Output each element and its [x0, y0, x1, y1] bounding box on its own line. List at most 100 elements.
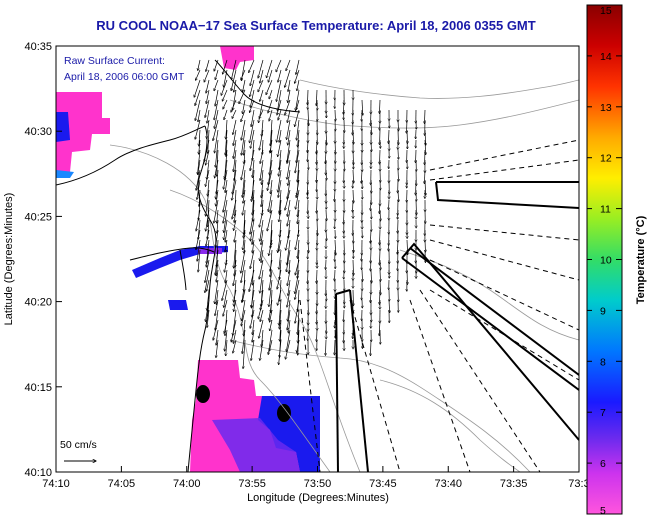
current-vector	[296, 119, 300, 140]
current-vector	[197, 239, 201, 261]
current-vector	[297, 199, 300, 217]
current-vector	[243, 189, 246, 203]
current-vector	[287, 199, 291, 216]
current-vector	[225, 229, 228, 242]
current-vector	[250, 219, 255, 241]
current-vector	[223, 299, 228, 316]
current-vector	[241, 249, 246, 273]
current-vector	[233, 269, 237, 286]
current-vector	[223, 99, 228, 109]
current-vector	[362, 99, 363, 115]
current-vector	[243, 229, 246, 250]
current-vector	[285, 189, 291, 210]
current-vector	[287, 309, 291, 330]
current-vector	[287, 209, 291, 226]
current-vector	[195, 89, 201, 106]
current-vector	[379, 289, 380, 304]
current-vector	[198, 59, 201, 70]
current-vector	[250, 309, 255, 328]
current-vector	[398, 119, 399, 131]
current-vector	[326, 209, 327, 221]
map-panel: Raw Surface Current: April 18, 2006 06:0…	[56, 46, 579, 472]
current-vector	[226, 249, 227, 265]
current-vector	[269, 269, 273, 290]
current-vector	[370, 229, 371, 243]
current-vector	[286, 59, 291, 71]
current-vector	[215, 159, 219, 178]
current-vector	[250, 89, 255, 107]
current-vector	[215, 69, 219, 80]
current-vector	[270, 199, 273, 213]
current-vector	[224, 109, 228, 120]
y-tick-label: 40:30	[24, 126, 52, 138]
current-vector	[287, 289, 291, 307]
current-vector	[241, 119, 246, 140]
current-vector	[252, 299, 255, 317]
current-vector	[277, 269, 282, 289]
current-vector	[231, 319, 237, 342]
current-vector	[204, 139, 210, 162]
current-vector	[214, 129, 219, 153]
colorbar-tick-label: 14	[600, 51, 612, 63]
current-vector	[232, 109, 237, 118]
figure-title: RU COOL NOAA−17 Sea Surface Temperature:…	[96, 18, 535, 33]
current-vector	[270, 309, 273, 322]
current-vector	[242, 199, 246, 215]
current-vector	[215, 309, 219, 330]
colorbar-tick-label: 9	[600, 305, 606, 317]
current-vector	[239, 89, 246, 104]
current-label: Raw Surface Current:	[64, 55, 165, 67]
current-vector	[379, 319, 380, 336]
current-vector	[316, 169, 317, 182]
current-vector	[260, 149, 264, 164]
current-vector	[269, 339, 273, 351]
current-vector	[241, 109, 246, 122]
current-vector	[379, 99, 380, 114]
current-vector	[216, 269, 219, 282]
current-vector	[269, 149, 273, 175]
current-vector	[424, 169, 425, 184]
current-vector	[279, 249, 282, 269]
current-vector	[268, 189, 273, 212]
current-vector	[226, 139, 227, 157]
current-vector	[196, 209, 201, 231]
current-vector	[214, 99, 219, 120]
current-vector	[243, 339, 246, 369]
current-vector	[207, 289, 210, 310]
y-tick-label: 40:20	[24, 297, 52, 309]
x-tick-label: 74:00	[173, 478, 201, 490]
colorbar-tick-label: 8	[600, 356, 606, 368]
current-vector	[195, 99, 201, 121]
current-vector	[253, 199, 254, 221]
current-vector	[261, 229, 264, 245]
current-vector	[234, 159, 237, 181]
current-vector	[398, 169, 399, 181]
current-vector	[279, 299, 282, 325]
current-vector	[215, 299, 219, 316]
current-vector	[232, 179, 237, 200]
current-vector	[297, 79, 300, 91]
current-vector	[280, 199, 282, 215]
current-vector	[370, 199, 371, 211]
current-vector	[249, 119, 255, 143]
current-vector	[262, 119, 264, 136]
current-vector	[287, 159, 291, 179]
current-vector	[370, 289, 371, 303]
current-vector	[261, 329, 264, 347]
current-vector	[335, 239, 336, 255]
current-vector	[297, 309, 300, 334]
current-vector	[215, 139, 219, 167]
current-vector	[224, 289, 228, 307]
current-vector	[371, 119, 372, 135]
sst-patch-south-blue	[258, 396, 320, 472]
current-vector	[233, 139, 237, 159]
current-vector	[216, 289, 219, 304]
current-vector	[260, 339, 264, 360]
current-vector	[252, 329, 255, 342]
y-axis: 40:35 40:30 40:25 40:20 40:15 40:10	[24, 41, 62, 479]
current-vector	[241, 129, 246, 155]
current-vector	[226, 339, 228, 356]
current-vector	[276, 79, 282, 102]
current-vector	[233, 289, 237, 302]
current-vector	[224, 259, 228, 272]
